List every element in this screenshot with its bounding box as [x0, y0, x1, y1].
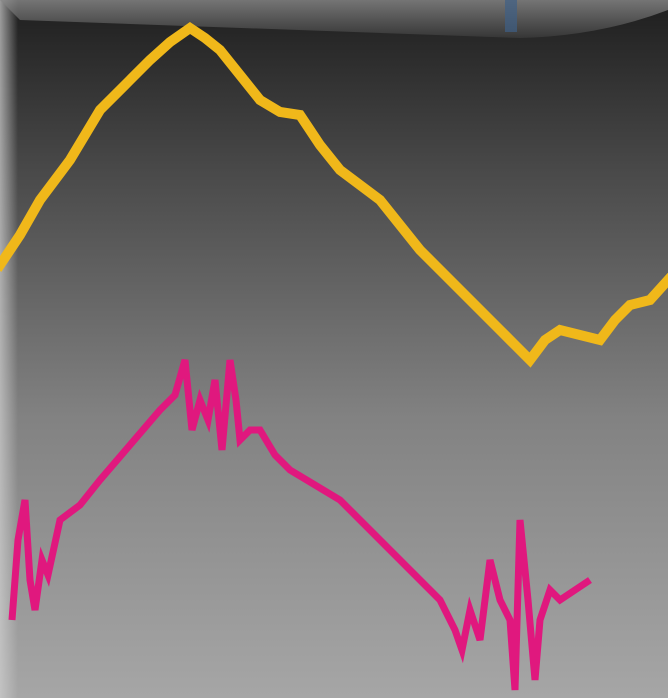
device-edge [0, 0, 668, 38]
magenta-line [8, 359, 592, 691]
left-edge-highlight [0, 0, 18, 698]
device-accent [505, 0, 517, 32]
yellow-line [0, 21, 668, 368]
